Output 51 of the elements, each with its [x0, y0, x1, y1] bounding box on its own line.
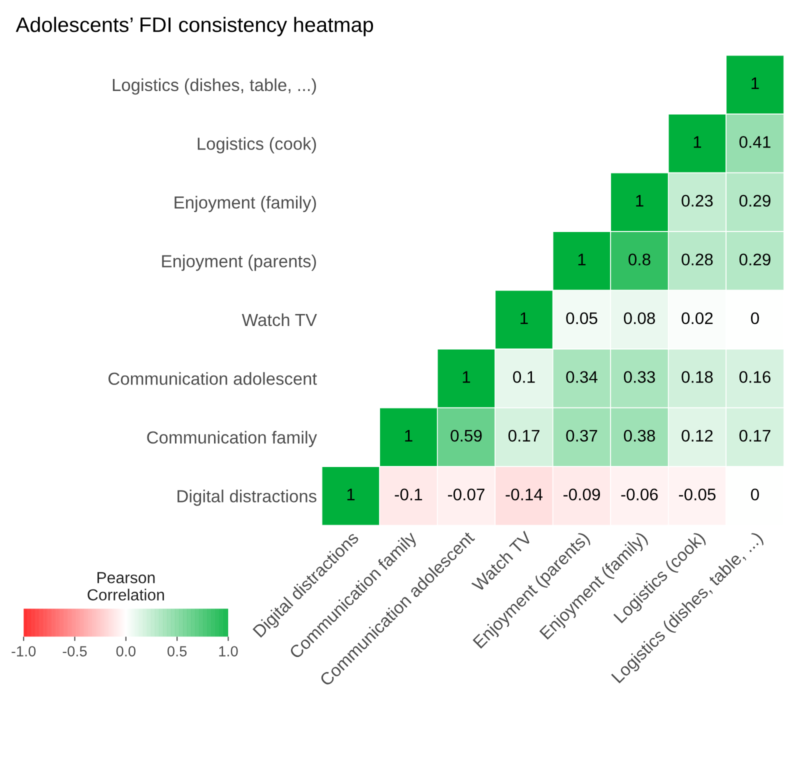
color-bar-label: 0.5 — [168, 646, 187, 656]
data-label: 0.29 — [739, 194, 770, 207]
data-label: 0.16 — [739, 371, 770, 383]
y-tick-label: Logistics (cook) — [198, 137, 316, 154]
data-label: 0.23 — [682, 194, 713, 207]
data-label: 0 — [750, 312, 759, 324]
data-label: 0.12 — [682, 430, 713, 442]
data-label: 0.33 — [624, 371, 655, 383]
color-bar-title: Pearson Correlation — [88, 572, 164, 600]
data-label: 0.02 — [682, 312, 713, 324]
data-label: 1 — [636, 195, 644, 207]
data-label: 0.37 — [566, 430, 598, 442]
color-bar-label: -0.5 — [62, 646, 87, 656]
y-tick-label: Communication family — [147, 430, 317, 448]
data-label: 1 — [578, 254, 586, 266]
y-tick-label: Enjoyment (family) — [174, 196, 316, 212]
data-label: 1 — [752, 78, 759, 90]
data-label: 0 — [750, 488, 759, 500]
chart-title: Adolescents’ FDI consistency heatmap — [16, 16, 374, 36]
data-label: 0.18 — [682, 371, 713, 383]
data-label: 0.28 — [682, 254, 713, 266]
data-label: 1 — [405, 430, 412, 442]
data-label: 1 — [347, 488, 355, 500]
data-label: -0.1 — [394, 488, 422, 500]
data-label: 1 — [694, 136, 702, 148]
data-label: -0.05 — [678, 488, 716, 500]
data-label: 0.17 — [508, 430, 540, 442]
y-tick-label: Enjoyment (parents) — [162, 254, 316, 271]
data-label: 0.29 — [739, 254, 770, 266]
y-tick-label: Watch TV — [242, 313, 317, 326]
y-tick-label: Digital distractions — [178, 490, 316, 506]
data-label: 0.41 — [739, 136, 770, 148]
data-label: 0.38 — [624, 430, 655, 442]
data-label: 0.05 — [566, 312, 598, 324]
data-label: 0.34 — [566, 371, 598, 383]
color-bar-label: 1.0 — [219, 646, 238, 656]
data-label: -0.09 — [563, 488, 600, 500]
data-label: 1 — [462, 371, 470, 383]
data-label: 0.1 — [513, 371, 535, 383]
data-label: 0.59 — [450, 430, 482, 442]
data-label: 0.08 — [624, 312, 655, 324]
data-label: -0.06 — [621, 488, 658, 500]
data-label: 1 — [520, 312, 528, 324]
data-label: 0.8 — [628, 254, 650, 266]
y-tick-label: Communication adolescent — [108, 372, 317, 385]
y-tick-label: Logistics (dishes, table, ...) — [112, 78, 316, 95]
color-bar-label: -1.0 — [12, 646, 36, 656]
color-bar-label: 0.0 — [116, 646, 136, 656]
data-label: -0.14 — [506, 488, 543, 500]
data-label: 0.17 — [739, 430, 770, 442]
data-label: -0.07 — [448, 488, 484, 500]
